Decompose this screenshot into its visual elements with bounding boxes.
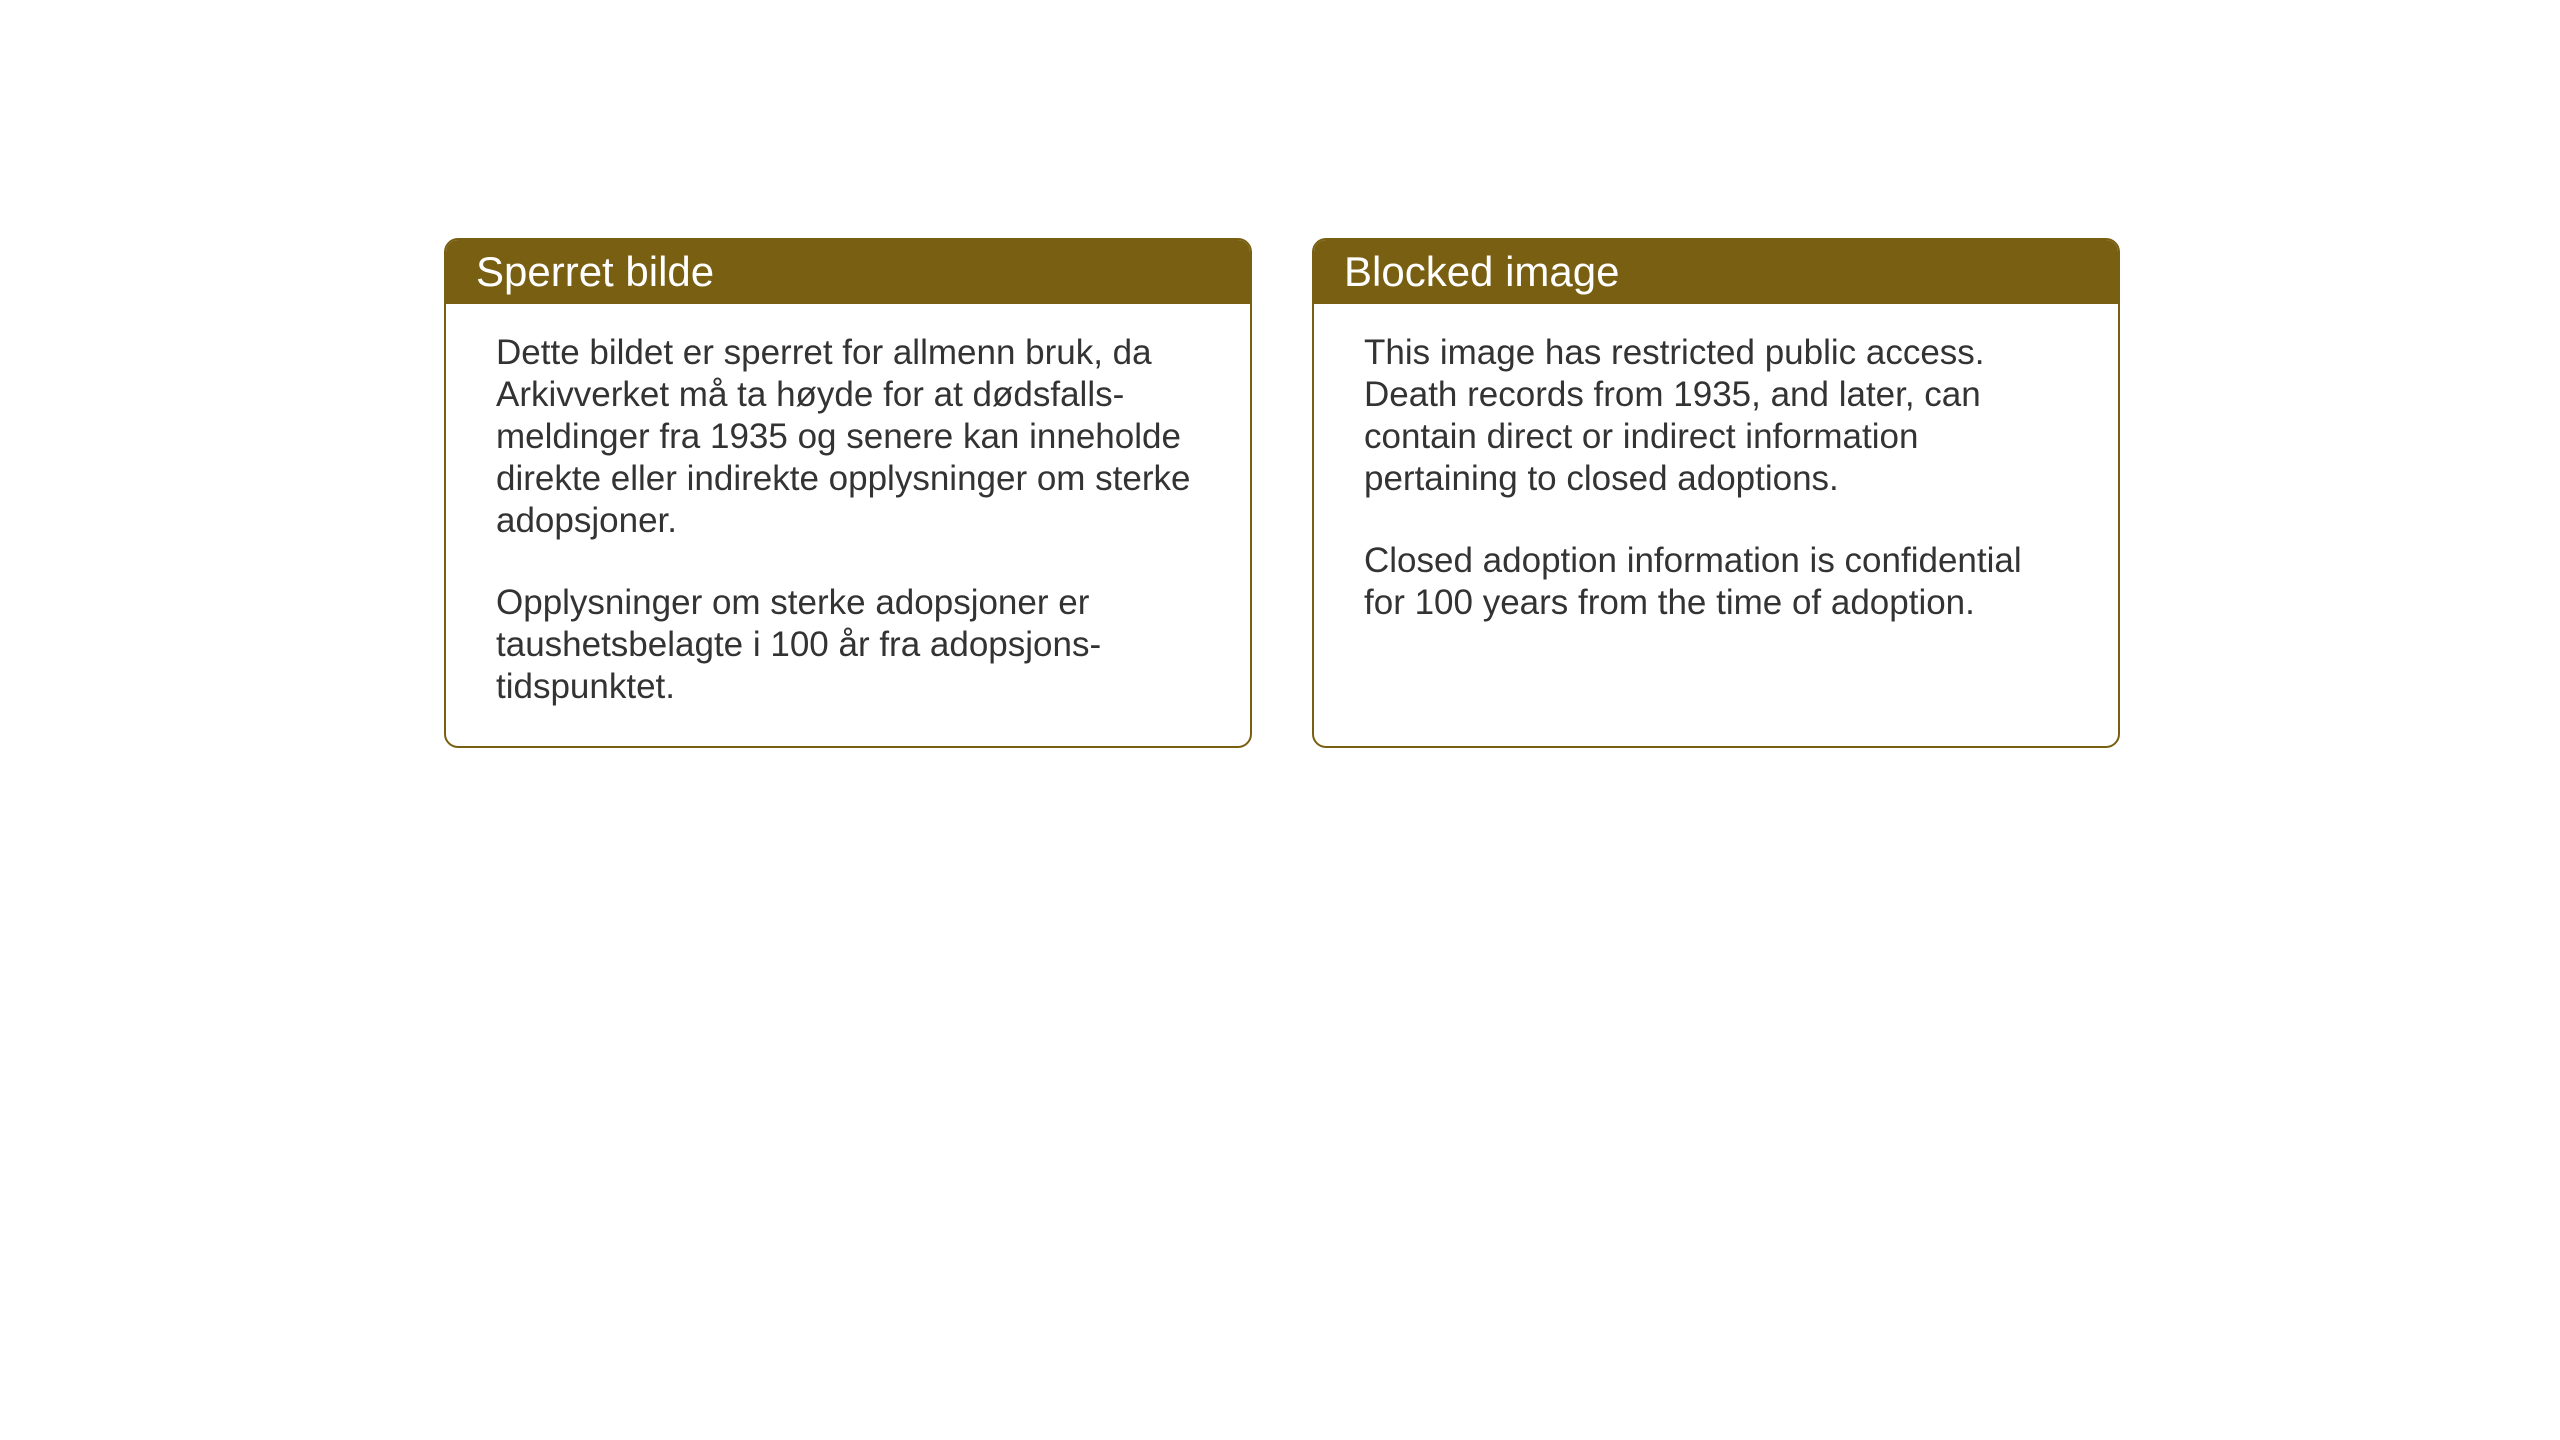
notice-body-english: This image has restricted public access.…: [1314, 304, 2118, 652]
notice-paragraph-1-norwegian: Dette bildet er sperret for allmenn bruk…: [496, 332, 1200, 542]
notice-card-norwegian: Sperret bilde Dette bildet er sperret fo…: [444, 238, 1252, 748]
notice-title-english: Blocked image: [1314, 240, 2118, 304]
notice-paragraph-2-english: Closed adoption information is confident…: [1364, 540, 2068, 624]
notice-title-norwegian: Sperret bilde: [446, 240, 1250, 304]
notice-body-norwegian: Dette bildet er sperret for allmenn bruk…: [446, 304, 1250, 736]
notice-container: Sperret bilde Dette bildet er sperret fo…: [444, 238, 2120, 748]
notice-paragraph-2-norwegian: Opplysninger om sterke adopsjoner er tau…: [496, 582, 1200, 708]
notice-card-english: Blocked image This image has restricted …: [1312, 238, 2120, 748]
notice-paragraph-1-english: This image has restricted public access.…: [1364, 332, 2068, 500]
